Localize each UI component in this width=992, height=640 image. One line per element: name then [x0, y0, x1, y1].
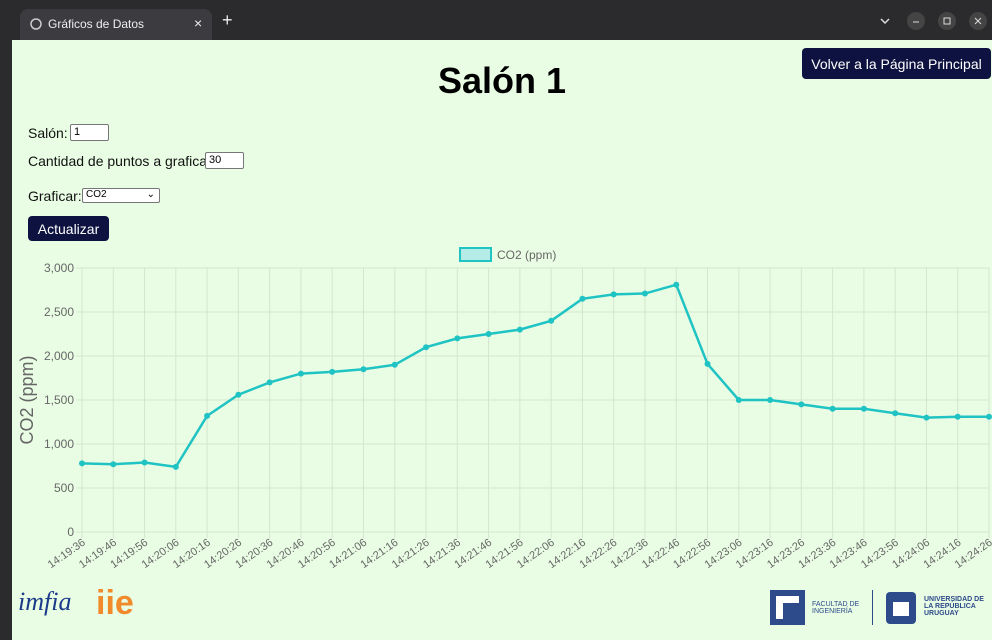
- tab[interactable]: Gráficos de Datos ×: [20, 9, 212, 40]
- y-tick-label: 500: [54, 481, 74, 495]
- point: [829, 405, 836, 412]
- y-tick-label: 1,000: [44, 437, 74, 451]
- point: [860, 405, 867, 412]
- select-arrow: ⌄: [146, 189, 155, 200]
- point: [297, 370, 304, 377]
- point: [329, 368, 336, 375]
- point: [454, 335, 461, 342]
- room-input[interactable]: 1: [70, 124, 109, 141]
- point: [391, 361, 398, 368]
- point: [579, 295, 586, 302]
- logo-imfia: imfia: [18, 587, 72, 616]
- y-tick-label: 3,000: [44, 261, 74, 275]
- plot-value: CO2: [86, 189, 107, 200]
- point: [235, 391, 242, 398]
- y-tick-label: 2,500: [44, 305, 74, 319]
- line: [81, 283, 989, 469]
- point: [141, 459, 148, 466]
- heading: Salón 1: [437, 60, 567, 101]
- point: [954, 413, 961, 420]
- plot-select[interactable]: CO2 ⌄: [82, 188, 160, 203]
- y-tick-label: 2,000: [44, 349, 74, 363]
- legend-label: CO2 (ppm): [497, 248, 556, 262]
- point: [423, 344, 430, 351]
- point: [360, 366, 367, 373]
- y-axis-label: CO2 (ppm): [17, 355, 37, 444]
- points-input[interactable]: 30: [205, 152, 244, 169]
- point: [735, 397, 742, 403]
- point: [485, 331, 492, 337]
- logo-iie: iie: [96, 584, 134, 622]
- point: [548, 317, 555, 324]
- tab-title: Gráficos de Datos: [48, 17, 145, 31]
- point: [986, 413, 992, 420]
- chart: 05001,0001,5002,0002,5003,00014:19:3614:…: [17, 247, 992, 571]
- logo-udelar: UNIVERSIDAD DE LA REPÚBLICA URUGUAY: [924, 596, 984, 617]
- update-button[interactable]: Actualizar: [28, 216, 109, 241]
- logo-fing: FACULTAD DE INGENIERÍA: [812, 601, 860, 615]
- point: [641, 290, 648, 297]
- plot-label: Graficar:: [28, 188, 82, 204]
- points-label: Cantidad de puntos a graficar:: [28, 153, 216, 169]
- back-button[interactable]: Volver a la Página Principal: [802, 48, 991, 79]
- room-label: Salón:: [28, 125, 68, 141]
- point: [516, 326, 523, 333]
- point: [767, 397, 774, 403]
- menu[interactable]: [880, 18, 890, 25]
- point: [110, 461, 117, 468]
- y-tick-label: 0: [67, 525, 74, 539]
- maximize[interactable]: [938, 12, 956, 30]
- tab-icon: [30, 18, 42, 30]
- logo-udelar-icon: [886, 592, 916, 624]
- minimize[interactable]: [907, 12, 925, 30]
- new-tab[interactable]: +: [222, 10, 233, 30]
- legend-swatch: [459, 247, 492, 262]
- point: [704, 360, 711, 367]
- point: [204, 412, 211, 419]
- point: [266, 379, 273, 386]
- point: [673, 281, 680, 288]
- point: [79, 460, 85, 467]
- point: [172, 463, 179, 470]
- window-controls: [880, 12, 987, 30]
- point: [798, 401, 805, 408]
- tab-close[interactable]: ×: [194, 15, 203, 31]
- point: [923, 414, 930, 421]
- y-tick-label: 1,500: [44, 393, 74, 407]
- point: [610, 291, 617, 298]
- point: [892, 410, 899, 417]
- logo-fing-icon: [770, 590, 805, 625]
- logo-divider: [872, 590, 873, 625]
